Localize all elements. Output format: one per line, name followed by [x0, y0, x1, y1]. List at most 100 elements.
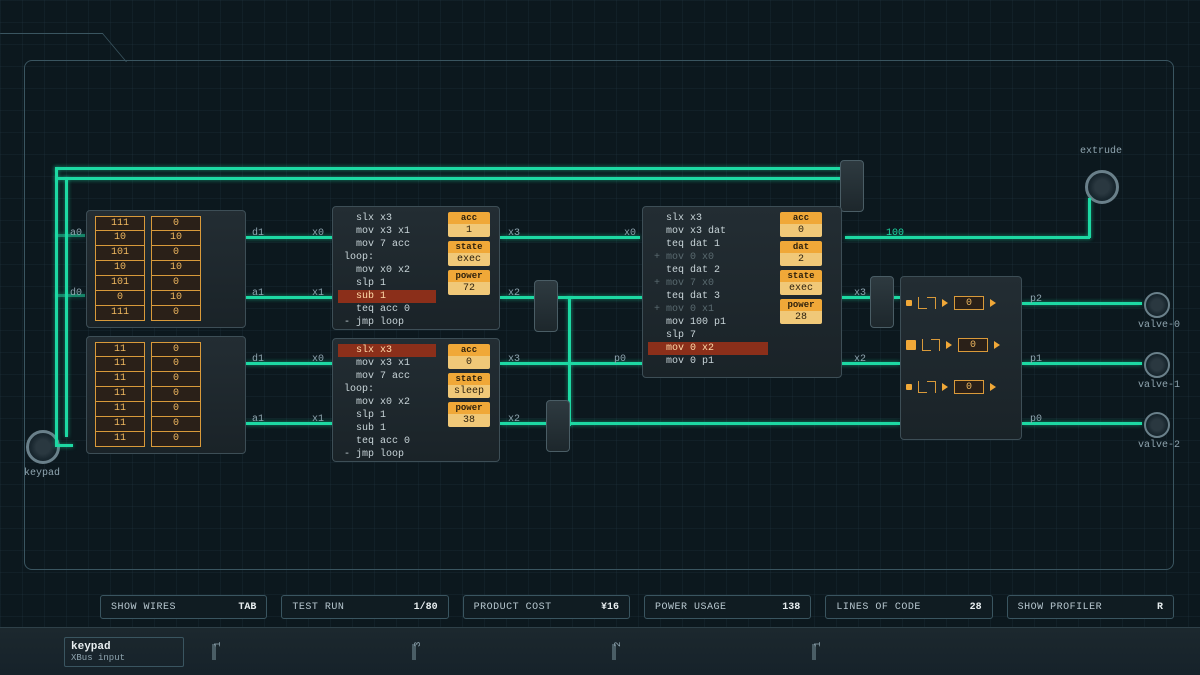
rom-cell: 10: [151, 231, 201, 246]
wire: [55, 167, 845, 170]
code-editor[interactable]: slx x3 mov x3 dat teq dat 1+ mov 0 x0 te…: [648, 212, 768, 368]
port-p0c: p0: [614, 354, 626, 365]
stat-label: SHOW PROFILER: [1018, 602, 1103, 613]
timeline-tick: 1: [212, 644, 216, 660]
rom-cell: 10: [95, 261, 145, 276]
reg-val-state: sleep: [448, 385, 490, 398]
show-profiler-button[interactable]: SHOW PROFILER R: [1007, 595, 1174, 619]
mcu-3[interactable]: slx x3 mov x3 dat teq dat 1+ mov 0 x0 te…: [642, 206, 842, 378]
port-x3c: x3: [854, 288, 866, 299]
port-x0c: x0: [624, 228, 636, 239]
product-cost-stat: PRODUCT COST ¥16: [463, 595, 630, 619]
arrow-icon: [942, 299, 948, 307]
rom-cell: 0: [151, 276, 201, 291]
arrow-icon: [946, 341, 952, 349]
port-d1: d1: [252, 228, 264, 239]
arrow-icon: [990, 383, 996, 391]
reg-val-dat: 2: [780, 253, 822, 266]
code-editor[interactable]: slx x3 mov x3 x1 mov 7 accloop: mov x0 x…: [338, 344, 436, 461]
stat-label: POWER USAGE: [655, 602, 727, 613]
wire: [65, 177, 68, 437]
signal-track-keypad[interactable]: keypad XBus input: [64, 637, 184, 667]
wave-icon: [922, 339, 940, 351]
port-x2a: x2: [508, 288, 520, 299]
reg-val-power: 28: [780, 311, 822, 324]
rom-cell: 0: [151, 417, 201, 432]
mcu-2[interactable]: slx x3 mov x3 x1 mov 7 accloop: mov x0 x…: [332, 338, 500, 462]
reg-lbl-power: power: [448, 402, 490, 414]
mcu-1[interactable]: slx x3 mov x3 x1 mov 7 accloop: mov x0 x…: [332, 206, 500, 330]
show-wires-button[interactable]: SHOW WIRES TAB: [100, 595, 267, 619]
stat-label: SHOW WIRES: [111, 602, 176, 613]
rom-cell: 0: [151, 357, 201, 372]
timeline-tick: 1: [812, 644, 816, 660]
track-title: keypad: [71, 641, 177, 653]
wave-icon: [918, 381, 936, 393]
arrow-icon: [990, 299, 996, 307]
registers: acc1 stateexec power72: [448, 212, 490, 299]
rom-cell: 0: [151, 306, 201, 321]
output-logic-chip[interactable]: 0 0 0: [900, 276, 1022, 440]
rom-cell: 10: [151, 291, 201, 306]
rom-chip-2[interactable]: 11 11 11 11 11 11 11 0 0 0 0 0 0 0: [86, 336, 246, 454]
rom-cell: 11: [95, 342, 145, 357]
rom-cell: 11: [95, 402, 145, 417]
wire: [1088, 198, 1091, 238]
port-x3a: x3: [508, 228, 520, 239]
pad-valve-0: [1144, 292, 1170, 318]
stat-value: ¥16: [601, 602, 619, 613]
registers: acc0 statesleep power38: [448, 344, 490, 431]
rom-cell: 10: [151, 261, 201, 276]
port-a1: a1: [252, 288, 264, 299]
rom-cell: 0: [151, 342, 201, 357]
arrow-icon: [942, 383, 948, 391]
port-a1b: a1: [252, 414, 264, 425]
tick-label: 2: [613, 641, 623, 646]
stat-value: 1/80: [414, 602, 438, 613]
port-p2: p2: [1030, 294, 1042, 305]
rom-cell: 11: [95, 372, 145, 387]
bridge-chip[interactable]: [840, 160, 864, 212]
reg-lbl-state: state: [448, 241, 490, 253]
wire: [845, 236, 1090, 239]
reg-lbl-state: state: [780, 270, 822, 282]
wire: [570, 422, 900, 425]
reg-lbl-state: state: [448, 373, 490, 385]
timeline-tick: 3: [412, 644, 416, 660]
reg-lbl-dat: dat: [780, 241, 822, 253]
reg-lbl-power: power: [448, 270, 490, 282]
rom-cell: 0: [151, 387, 201, 402]
rom-cell: 0: [151, 372, 201, 387]
reg-lbl-power: power: [780, 299, 822, 311]
stat-value: R: [1157, 602, 1163, 613]
port-d0: d0: [70, 288, 82, 299]
rom-cell: 11: [95, 432, 145, 447]
port-p0d: p0: [1030, 414, 1042, 425]
stat-label: TEST RUN: [292, 602, 344, 613]
rom-cell: 0: [151, 246, 201, 261]
rom-cell: 10: [95, 231, 145, 246]
bridge-chip[interactable]: [546, 400, 570, 452]
logic-row: 0: [906, 324, 1016, 366]
reg-lbl-acc: acc: [780, 212, 822, 224]
rom-cell: 0: [151, 402, 201, 417]
tick-label: 3: [413, 641, 423, 646]
rom-cell: 0: [151, 216, 201, 231]
rom-col: 0 0 0 0 0 0 0: [151, 342, 201, 447]
stat-value: 138: [782, 602, 800, 613]
code-editor[interactable]: slx x3 mov x3 x1 mov 7 accloop: mov x0 x…: [338, 212, 436, 329]
stat-value: TAB: [238, 602, 256, 613]
label-valve-0: valve-0: [1138, 320, 1180, 331]
port-x0: x0: [312, 228, 324, 239]
tick-label: 1: [813, 641, 823, 646]
rom-chip-1[interactable]: 111 10 101 10 101 0 111 0 10 0 10 0 10 0: [86, 210, 246, 328]
bridge-chip[interactable]: [870, 276, 894, 328]
wire: [500, 236, 640, 239]
logic-value: 0: [954, 296, 984, 310]
rom-cell: 11: [95, 387, 145, 402]
wire: [55, 167, 58, 447]
label-extrude: extrude: [1080, 146, 1122, 157]
bridge-chip[interactable]: [534, 280, 558, 332]
registers: acc0 dat2 stateexec power28: [780, 212, 822, 328]
port-a0: a0: [70, 228, 82, 239]
